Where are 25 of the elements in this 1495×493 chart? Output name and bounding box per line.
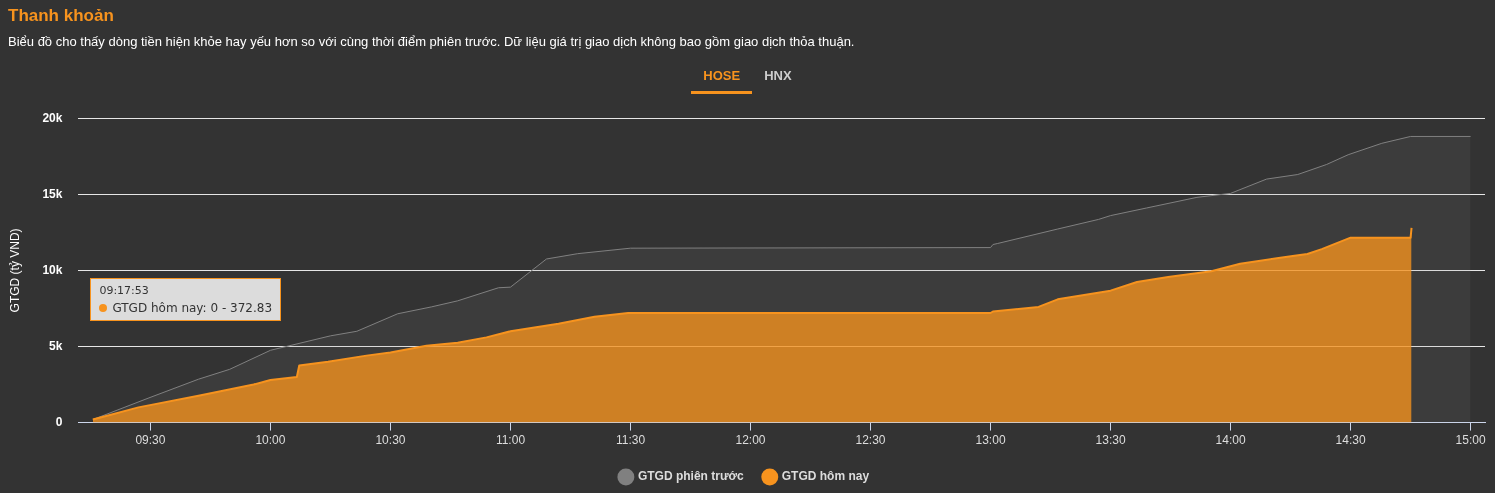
x-tick-label: 10:30: [375, 433, 406, 448]
x-tick-label: 14:00: [1215, 433, 1246, 448]
x-tick-label: 13:00: [975, 433, 1006, 448]
y-tick-label: 15k: [42, 186, 63, 201]
chart-subtitle: Biểu đồ cho thấy dòng tiền hiện khỏe hay yếu hơn so với cùng thời điểm phiên trước. Dữ liệu giá trị giao dịch không bao gồm giao dịch thỏa thuận.: [8, 34, 855, 49]
y-axis-title: GTGD (tỷ VND): [7, 228, 22, 313]
text: HOSE: [691, 66, 753, 94]
y-tick-label: 10k: [42, 262, 63, 277]
y-tick-label: 5k: [49, 338, 63, 353]
y-tick-label: 0: [55, 414, 63, 429]
annotation: 09:17:53 GTGD hôm nay: 0 - 372.83: [99, 283, 273, 315]
legend-label: GTGD hôm nay: [781, 469, 870, 484]
x-tick-label: 12:30: [855, 433, 886, 448]
text: HNX: [763, 67, 793, 85]
x-tick-label: 14:30: [1335, 433, 1366, 448]
x-tick-label: 12:00: [735, 433, 766, 448]
x-tick-label: 13:30: [1095, 433, 1126, 448]
x-tick-label: 15:00: [1455, 433, 1486, 448]
chart-title: Thanh khoản: [8, 6, 114, 26]
x-tick-label: 11:30: [615, 433, 646, 448]
x-tick-label: 11:00: [495, 433, 526, 448]
y-tick-label: 20k: [42, 110, 63, 125]
x-tick-label: 09:30: [135, 433, 166, 448]
legend-label: GTGD phiên trước: [637, 469, 745, 484]
x-tick-label: 10:00: [255, 433, 286, 448]
